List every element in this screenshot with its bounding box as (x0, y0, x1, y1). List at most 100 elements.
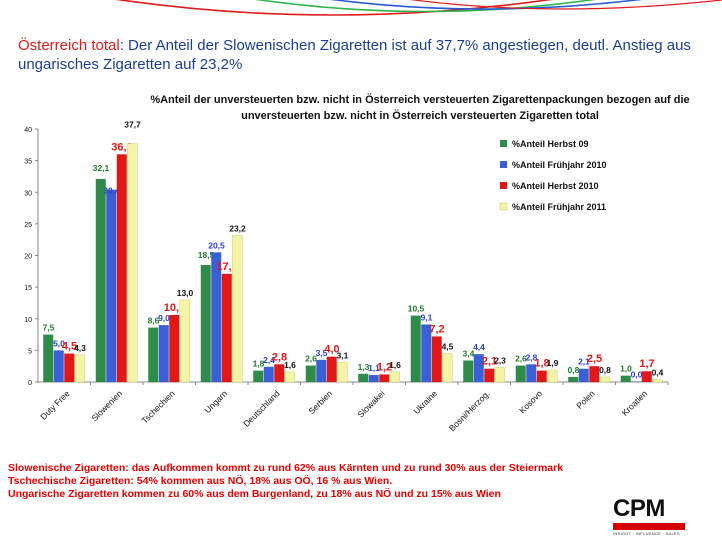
footnotes: Slowenische Zigaretten: das Aufkommen ko… (8, 462, 608, 501)
data-label: 4,0 (324, 344, 339, 356)
bar-1 (43, 334, 54, 382)
bar-4 (127, 143, 138, 383)
data-label: 2,1 (482, 356, 497, 368)
data-label: 10,5 (408, 304, 425, 314)
category-label: Bosni/Herzog. (447, 388, 492, 433)
data-label: 8,6 (148, 316, 160, 326)
legend-label: %Anteil Herbst 2010 (512, 181, 599, 191)
bar-2 (211, 252, 222, 382)
data-label: 1,9 (547, 358, 559, 368)
logo-tagline: INSIGHT · INFLUENCE · SALES (613, 531, 680, 536)
data-label: 5,0 (53, 338, 65, 348)
data-label: 30,4 (103, 186, 120, 196)
y-tick-label: 35 (24, 159, 32, 166)
data-label: 1,8 (534, 358, 549, 370)
data-label: 4,5 (62, 341, 77, 353)
data-label: 18,5 (198, 250, 215, 260)
category-label: Ukraine (411, 388, 439, 416)
bar-2 (526, 364, 537, 382)
bar-2 (263, 366, 274, 382)
data-label: 3,5 (316, 348, 328, 358)
footnote-ungarn: Ungarische Zigaretten kommen zu 60% aus … (8, 488, 501, 500)
category-label: Polen (574, 388, 597, 411)
data-label: 1,2 (377, 361, 392, 373)
bar-2 (316, 359, 327, 382)
data-label: 2,3 (494, 355, 506, 365)
legend-label: %Anteil Frühjahr 2011 (512, 202, 606, 212)
bar-3 (116, 154, 127, 382)
bar-1 (620, 375, 631, 382)
data-label: 23,2 (229, 223, 246, 233)
bar-2 (368, 375, 379, 382)
chart-title: %Anteil der unversteuerten bzw. nicht in… (150, 94, 690, 122)
data-label: 0,8 (599, 365, 611, 375)
bar-2 (421, 324, 432, 382)
category-label: Duty Free (38, 388, 72, 422)
data-label: 1,0 (620, 364, 632, 374)
bar-1 (410, 315, 421, 382)
data-label: 2,5 (587, 353, 602, 365)
y-tick-label: 0 (28, 380, 32, 387)
bar-3 (274, 364, 285, 382)
category-label: Ungarn (202, 388, 229, 415)
data-label: 7,5 (43, 323, 55, 333)
bar-4 (599, 376, 610, 383)
bar-4 (284, 371, 295, 383)
bar-3 (431, 336, 442, 382)
data-label: 3,1 (337, 350, 349, 360)
data-label: 2,8 (272, 351, 287, 363)
category-label: Serbien (306, 388, 334, 416)
data-label: 1,6 (389, 360, 401, 370)
bar-2 (106, 189, 117, 382)
data-label: 2,6 (515, 354, 527, 364)
logo-bar (613, 523, 685, 530)
data-label: 32,1 (93, 163, 110, 173)
bar-3 (641, 371, 652, 382)
legend-swatch (500, 140, 507, 147)
category-label: Tschechien (140, 388, 177, 425)
bar-3 (169, 314, 180, 382)
legend-swatch (499, 202, 508, 211)
bar-4 (74, 354, 85, 383)
data-label: 1,6 (284, 360, 296, 370)
legend-label: %Anteil Frühjahr 2010 (512, 160, 607, 170)
bar-1 (305, 365, 316, 382)
bar-3 (64, 353, 75, 382)
data-label: 20,5 (208, 240, 225, 250)
bar-2 (473, 354, 484, 382)
decorative-swooshes (115, 0, 722, 16)
data-label: 4,5 (442, 342, 454, 352)
bar-4 (337, 362, 348, 383)
y-tick-label: 40 (24, 127, 32, 134)
bar-1 (568, 376, 579, 382)
data-label: 0,4 (652, 367, 664, 377)
bar-4 (179, 299, 190, 383)
data-label: 2,4 (263, 355, 275, 365)
bar-1 (358, 373, 369, 382)
y-tick-label: 15 (24, 285, 32, 292)
headline-lead: Österreich total (18, 37, 120, 54)
data-label: 3,4 (463, 348, 475, 358)
bar-1 (253, 370, 264, 382)
category-label: Kroatien (620, 388, 650, 418)
bar-1 (200, 264, 211, 382)
logo-text: CPM (613, 495, 665, 522)
data-label: 4,4 (473, 342, 485, 352)
data-label: 9,0 (158, 313, 170, 323)
data-label: 2,6 (305, 354, 317, 364)
data-label: 1,7 (639, 358, 654, 370)
data-label: 9,1 (421, 312, 433, 322)
bar-4 (547, 369, 558, 383)
bar-4 (494, 367, 505, 383)
legend-swatch (500, 182, 507, 189)
bar-2 (578, 368, 589, 382)
footnote-tschechien: Tschechische Zigaretten: 54% kommen aus … (8, 475, 393, 487)
y-tick-label: 20 (24, 254, 32, 261)
y-tick-label: 30 (24, 190, 32, 197)
bar-3 (536, 370, 547, 382)
data-label: 7,2 (429, 323, 444, 335)
bar-2 (631, 381, 642, 382)
data-label: 4,3 (74, 343, 86, 353)
bar-4 (652, 379, 663, 383)
data-label: 1,3 (358, 362, 370, 372)
